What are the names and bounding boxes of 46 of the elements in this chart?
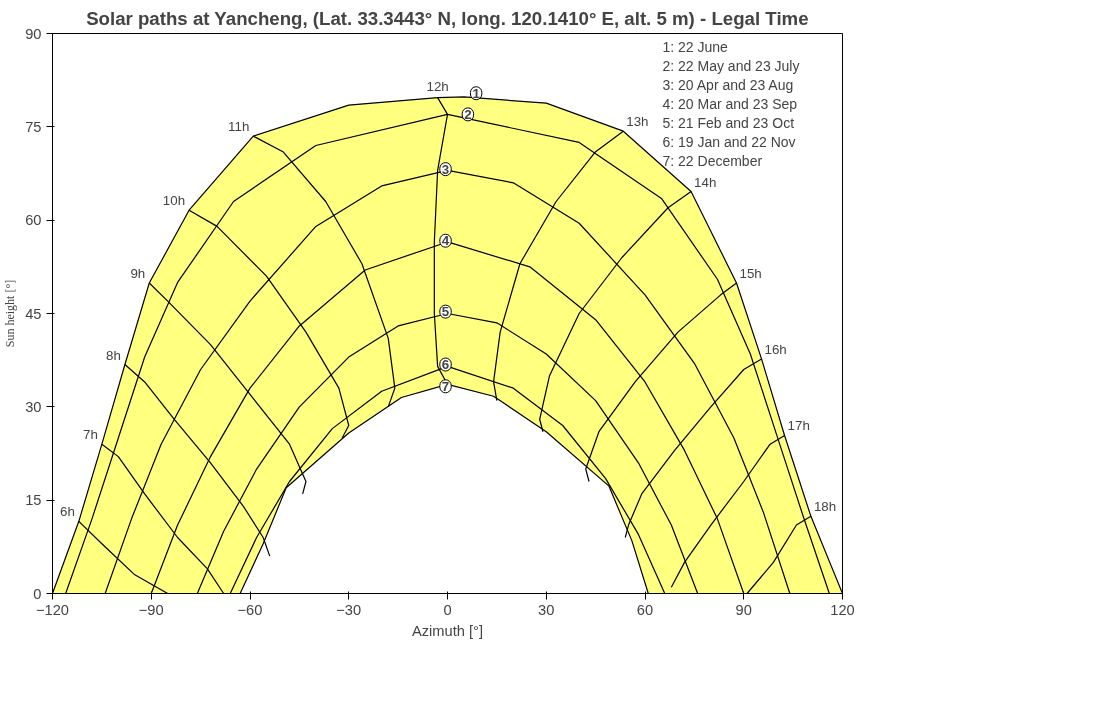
annotation: 6: [441, 357, 450, 373]
y-tick-label: 0: [33, 585, 42, 602]
annotation: 4: [441, 233, 450, 249]
y-tick-label: 15: [25, 492, 42, 509]
y-tick-label: 60: [25, 212, 42, 229]
annotation: 7: [441, 378, 450, 394]
annotation: 3: [441, 161, 450, 177]
x-tick-label: −120: [35, 601, 70, 618]
x-tick-label: 120: [830, 601, 855, 618]
annotation: 5: 21 Feb and 23 Oct: [662, 114, 795, 131]
x-tick-label: −60: [237, 601, 263, 618]
x-tick-label: −90: [138, 601, 164, 618]
annotation: 2: 22 May and 23 July: [662, 57, 800, 74]
annotation: 9h: [130, 266, 146, 282]
x-axis-title: Azimuth [°]: [411, 622, 484, 639]
annotation: 18h: [813, 499, 837, 515]
annotation: 8h: [106, 347, 121, 363]
annotation: 6: 19 Jan and 22 Nov: [662, 133, 796, 150]
annotation: 3: 20 Apr and 23 Aug: [662, 76, 794, 93]
annotation: 11h: [228, 119, 250, 135]
annotation: 2: [464, 106, 472, 122]
annotation: 4: 20 Mar and 23 Sep: [662, 95, 798, 112]
annotation: 12h: [426, 78, 449, 94]
annotation: 7: 22 December: [662, 152, 763, 169]
chart-title: Solar paths at Yancheng, (Lat. 33.3443° N, long. 120.1410° E, alt. 5 m) - Legal Time: [86, 7, 809, 29]
annotation: 15h: [739, 266, 762, 282]
y-tick-label: 90: [25, 25, 42, 42]
y-axis-title: Sun height [°]: [3, 279, 18, 348]
annotation: 6h: [60, 504, 75, 520]
annotation: 16h: [764, 341, 787, 357]
annotation: 1: 22 June: [662, 38, 729, 55]
annotation: 10h: [162, 193, 186, 209]
y-tick-label: 75: [25, 118, 42, 135]
y-tick-label: 45: [25, 305, 42, 322]
x-tick-label: 30: [538, 601, 555, 618]
y-tick-label: 30: [25, 398, 42, 415]
annotation: 13h: [626, 114, 649, 130]
annotation: 5: [441, 304, 450, 320]
x-tick-label: 90: [735, 601, 752, 618]
annotation: 7h: [83, 427, 98, 443]
x-tick-label: −30: [336, 601, 362, 618]
x-tick-label: 60: [636, 601, 654, 618]
annotation: 14h: [694, 174, 717, 190]
annotation: 17h: [787, 418, 810, 434]
x-tick-label: 0: [443, 601, 452, 618]
annotation: 1: [472, 85, 481, 101]
